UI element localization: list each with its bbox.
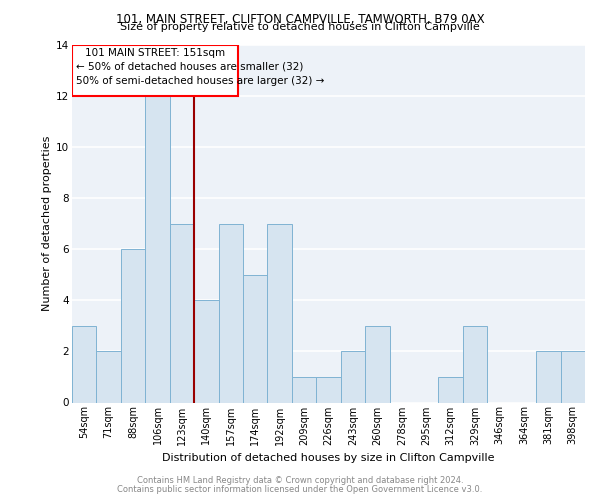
Bar	[243, 275, 268, 402]
Bar	[536, 352, 560, 403]
Bar	[341, 352, 365, 403]
Bar	[463, 326, 487, 402]
X-axis label: Distribution of detached houses by size in Clifton Campville: Distribution of detached houses by size …	[162, 453, 495, 463]
Bar	[97, 352, 121, 403]
Bar	[316, 377, 341, 402]
Bar	[72, 45, 238, 96]
Text: ← 50% of detached houses are smaller (32): ← 50% of detached houses are smaller (32…	[76, 62, 303, 72]
Bar	[560, 352, 585, 403]
Text: Contains public sector information licensed under the Open Government Licence v3: Contains public sector information licen…	[118, 484, 482, 494]
Bar	[194, 300, 218, 402]
Text: 50% of semi-detached houses are larger (32) →: 50% of semi-detached houses are larger (…	[76, 76, 324, 86]
Text: Contains HM Land Registry data © Crown copyright and database right 2024.: Contains HM Land Registry data © Crown c…	[137, 476, 463, 485]
Bar	[439, 377, 463, 402]
Bar	[268, 224, 292, 402]
Y-axis label: Number of detached properties: Number of detached properties	[42, 136, 52, 312]
Text: 101 MAIN STREET: 151sqm: 101 MAIN STREET: 151sqm	[85, 48, 225, 58]
Text: 101, MAIN STREET, CLIFTON CAMPVILLE, TAMWORTH, B79 0AX: 101, MAIN STREET, CLIFTON CAMPVILLE, TAM…	[116, 12, 484, 26]
Bar	[145, 96, 170, 402]
Bar	[292, 377, 316, 402]
Bar	[170, 224, 194, 402]
Text: Size of property relative to detached houses in Clifton Campville: Size of property relative to detached ho…	[120, 22, 480, 32]
Bar	[218, 224, 243, 402]
Bar	[365, 326, 389, 402]
Bar	[72, 326, 97, 402]
Bar	[121, 250, 145, 402]
